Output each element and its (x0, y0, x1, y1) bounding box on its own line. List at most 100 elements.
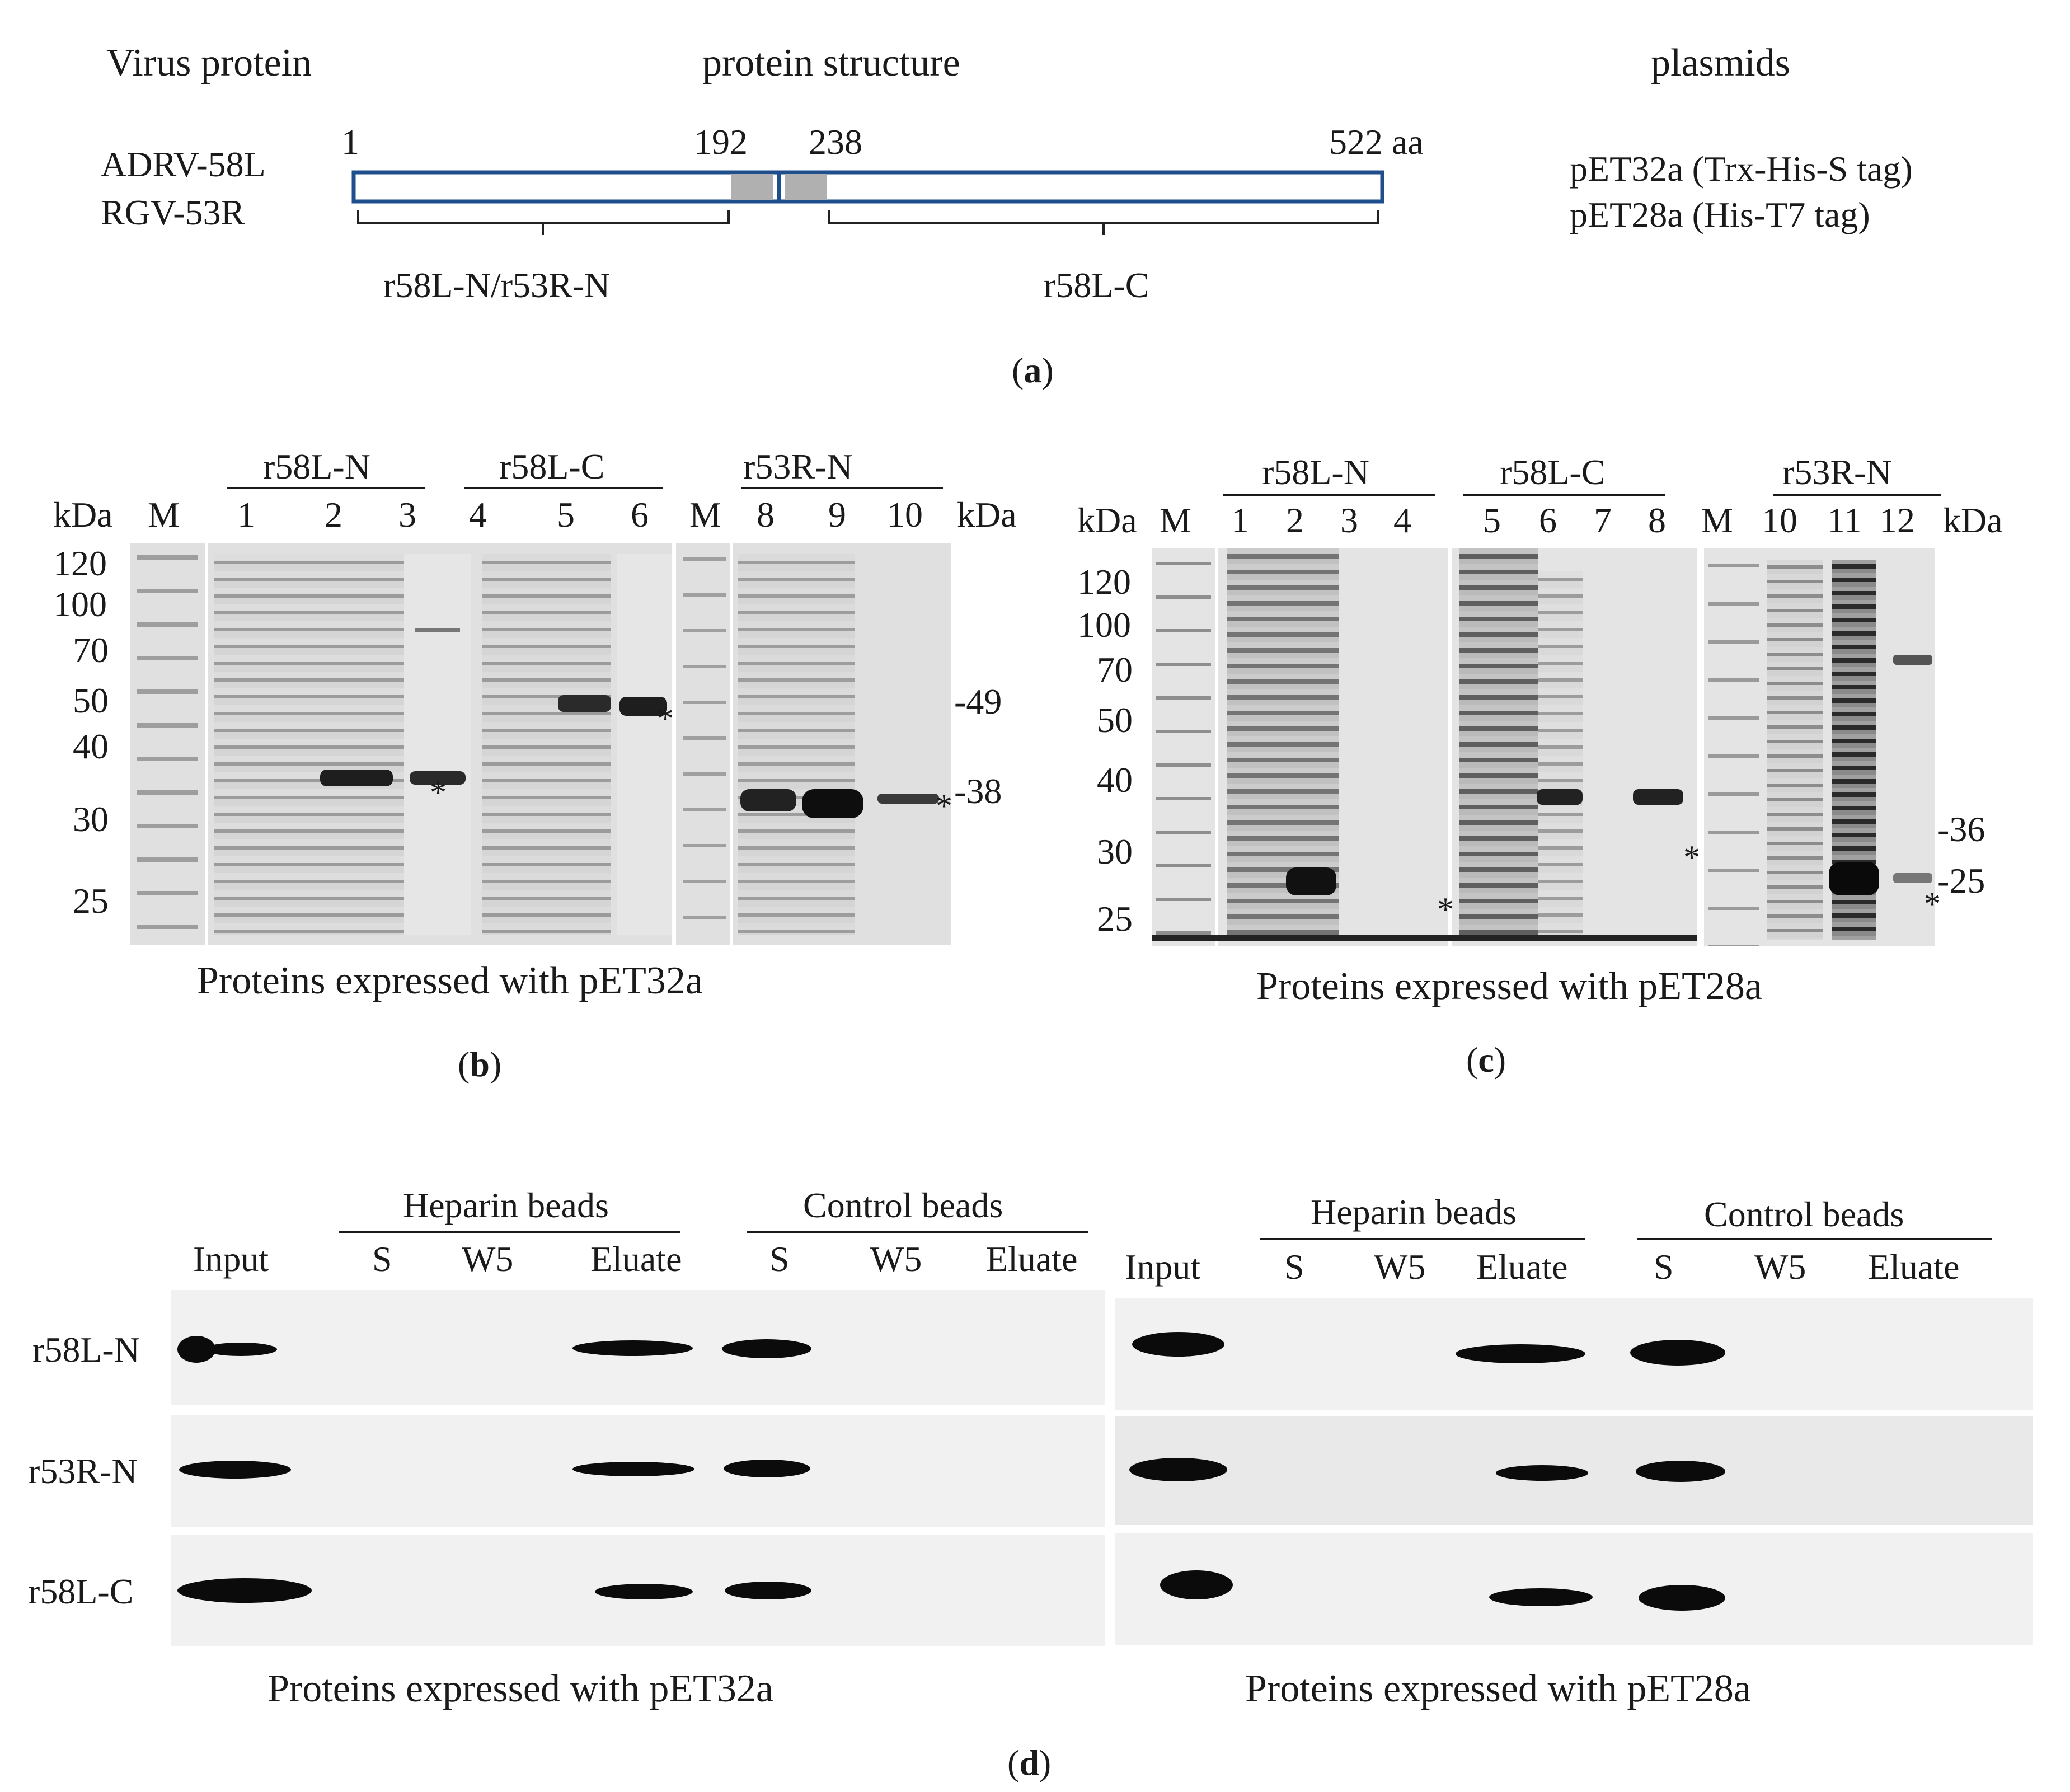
plasmid-pet28a: pET28a (His-T7 tag) (1570, 195, 1870, 234)
caption-d-left: Proteins expressed with pET32a (267, 1667, 773, 1710)
lane-label-c-2: 2 (1286, 500, 1304, 540)
lane-label-c-7: 7 (1594, 500, 1612, 540)
star-lane3: * (430, 774, 447, 811)
position-192: 192 (694, 122, 748, 162)
lane-label-c-10: 10 (1762, 500, 1797, 540)
marker-30: 30 (73, 799, 109, 839)
lane-label-c-11: 11 (1827, 500, 1862, 540)
lane-label-5: 5 (557, 495, 575, 534)
lane-label-c-3: 3 (1340, 500, 1358, 540)
group-label-r58l-c: r58L-C (499, 447, 605, 486)
gel-image-b-right (676, 543, 951, 945)
header-heparin-right: Heparin beads (1311, 1192, 1517, 1232)
col-header-protein-structure: protein structure (702, 41, 960, 85)
domain-box-2 (785, 174, 827, 200)
lane-label-2: 2 (325, 495, 342, 534)
col-eluate-heparin-left: Eluate (590, 1239, 682, 1279)
kda-label-c-left: kDa (1077, 500, 1137, 540)
lane-label-c-8: 8 (1648, 500, 1666, 540)
western-blot-right-r53r-n (1115, 1416, 2033, 1525)
lane-label-c-1: 1 (1231, 500, 1249, 540)
position-1: 1 (341, 122, 359, 162)
lane-label-c-m2: M (1701, 500, 1733, 540)
marker-c-30: 30 (1097, 832, 1133, 871)
panel-label-c: (c) (1466, 1040, 1506, 1080)
caption-b: Proteins expressed with pET32a (197, 959, 703, 1002)
marker-c-70: 70 (1097, 650, 1133, 689)
group-label-c-r58l-c: r58L-C (1500, 452, 1606, 492)
header-heparin-left: Heparin beads (403, 1185, 609, 1225)
col-w5-heparin-left: W5 (462, 1239, 514, 1279)
lane-label-4: 4 (469, 495, 487, 534)
position-522: 522 aa (1329, 122, 1424, 162)
group-label-r58l-n: r58L-N (263, 447, 370, 486)
col-s-control-right: S (1654, 1247, 1674, 1287)
star-c-lane8: * (1683, 839, 1700, 876)
size-label-38: -38 (954, 771, 1002, 811)
col-input-left: Input (193, 1239, 269, 1279)
western-blot-right-r58l-c (1115, 1533, 2033, 1645)
protein-structure-diagram (351, 170, 1384, 235)
fragment-n-label: r58L-N/r53R-N (383, 265, 611, 305)
protein-bar (351, 170, 1384, 204)
group-label-c-r53r-n: r53R-N (1782, 452, 1892, 492)
panel-label-d: (d) (1007, 1743, 1052, 1782)
col-header-virus-protein: Virus protein (106, 41, 312, 85)
marker-c-50: 50 (1097, 700, 1133, 740)
marker-100: 100 (53, 584, 107, 624)
group-label-r53r-n: r53R-N (743, 447, 853, 486)
lane-label-8: 8 (757, 495, 775, 534)
kda-label-c-right: kDa (1943, 500, 2003, 540)
protein-name-rgv-53r: RGV-53R (101, 193, 245, 232)
marker-50: 50 (73, 681, 109, 720)
caption-c: Proteins expressed with pET28a (1256, 965, 1762, 1008)
western-blot-right-r58l-n (1115, 1298, 2033, 1410)
marker-c-40: 40 (1097, 760, 1133, 800)
gel-image-b-left (130, 543, 672, 945)
lane-label-9: 9 (828, 495, 846, 534)
lane-label-m: M (148, 495, 180, 534)
lane-label-c-12: 12 (1879, 500, 1915, 540)
size-label-25: -25 (1937, 861, 1985, 900)
size-label-36: -36 (1937, 809, 1985, 849)
kda-label-left: kDa (53, 495, 113, 534)
western-blot-left-r58l-c (171, 1535, 1105, 1646)
star-c-lane12: * (1924, 885, 1941, 922)
star-lane6: * (657, 700, 674, 737)
lane-label-3: 3 (398, 495, 416, 534)
panel-label-b: (b) (458, 1044, 502, 1084)
caption-d-right: Proteins expressed with pET28a (1245, 1667, 1751, 1710)
fragment-c-label: r58L-C (1044, 265, 1149, 305)
plasmid-pet32a: pET32a (Trx-His-S tag) (1570, 149, 1913, 189)
marker-70: 70 (73, 630, 109, 670)
protein-name-adrv-58l: ADRV-58L (101, 144, 266, 184)
size-label-49: -49 (954, 682, 1002, 721)
lane-label-c-m: M (1160, 500, 1191, 540)
row-label-r58l-n: r58L-N (32, 1330, 140, 1369)
header-control-right: Control beads (1704, 1194, 1904, 1234)
marker-c-100: 100 (1077, 605, 1131, 645)
col-eluate-control-left: Eluate (986, 1239, 1078, 1279)
panel-label-a: (a) (1012, 350, 1054, 390)
lane-label-c-6: 6 (1539, 500, 1557, 540)
lane-label-m2: M (689, 495, 721, 534)
col-w5-heparin-right: W5 (1374, 1247, 1426, 1287)
col-s-heparin-left: S (372, 1239, 392, 1279)
position-238: 238 (809, 122, 862, 162)
row-label-r53r-n: r53R-N (28, 1451, 138, 1491)
marker-c-120: 120 (1077, 562, 1131, 602)
col-input-right: Input (1125, 1247, 1201, 1287)
col-s-control-left: S (769, 1239, 790, 1279)
kda-label-right: kDa (957, 495, 1017, 534)
star-c-lane4: * (1437, 891, 1454, 928)
domain-box-1 (731, 174, 773, 200)
marker-c-25: 25 (1097, 899, 1133, 939)
lane-label-c-4: 4 (1393, 500, 1411, 540)
col-s-heparin-right: S (1284, 1247, 1304, 1287)
row-label-r58l-c: r58L-C (28, 1571, 134, 1611)
group-label-c-r58l-n: r58L-N (1262, 452, 1369, 492)
header-control-left: Control beads (803, 1185, 1003, 1225)
marker-40: 40 (73, 726, 109, 766)
col-eluate-control-right: Eluate (1868, 1247, 1960, 1287)
bracket-c-fragment (828, 210, 1379, 235)
